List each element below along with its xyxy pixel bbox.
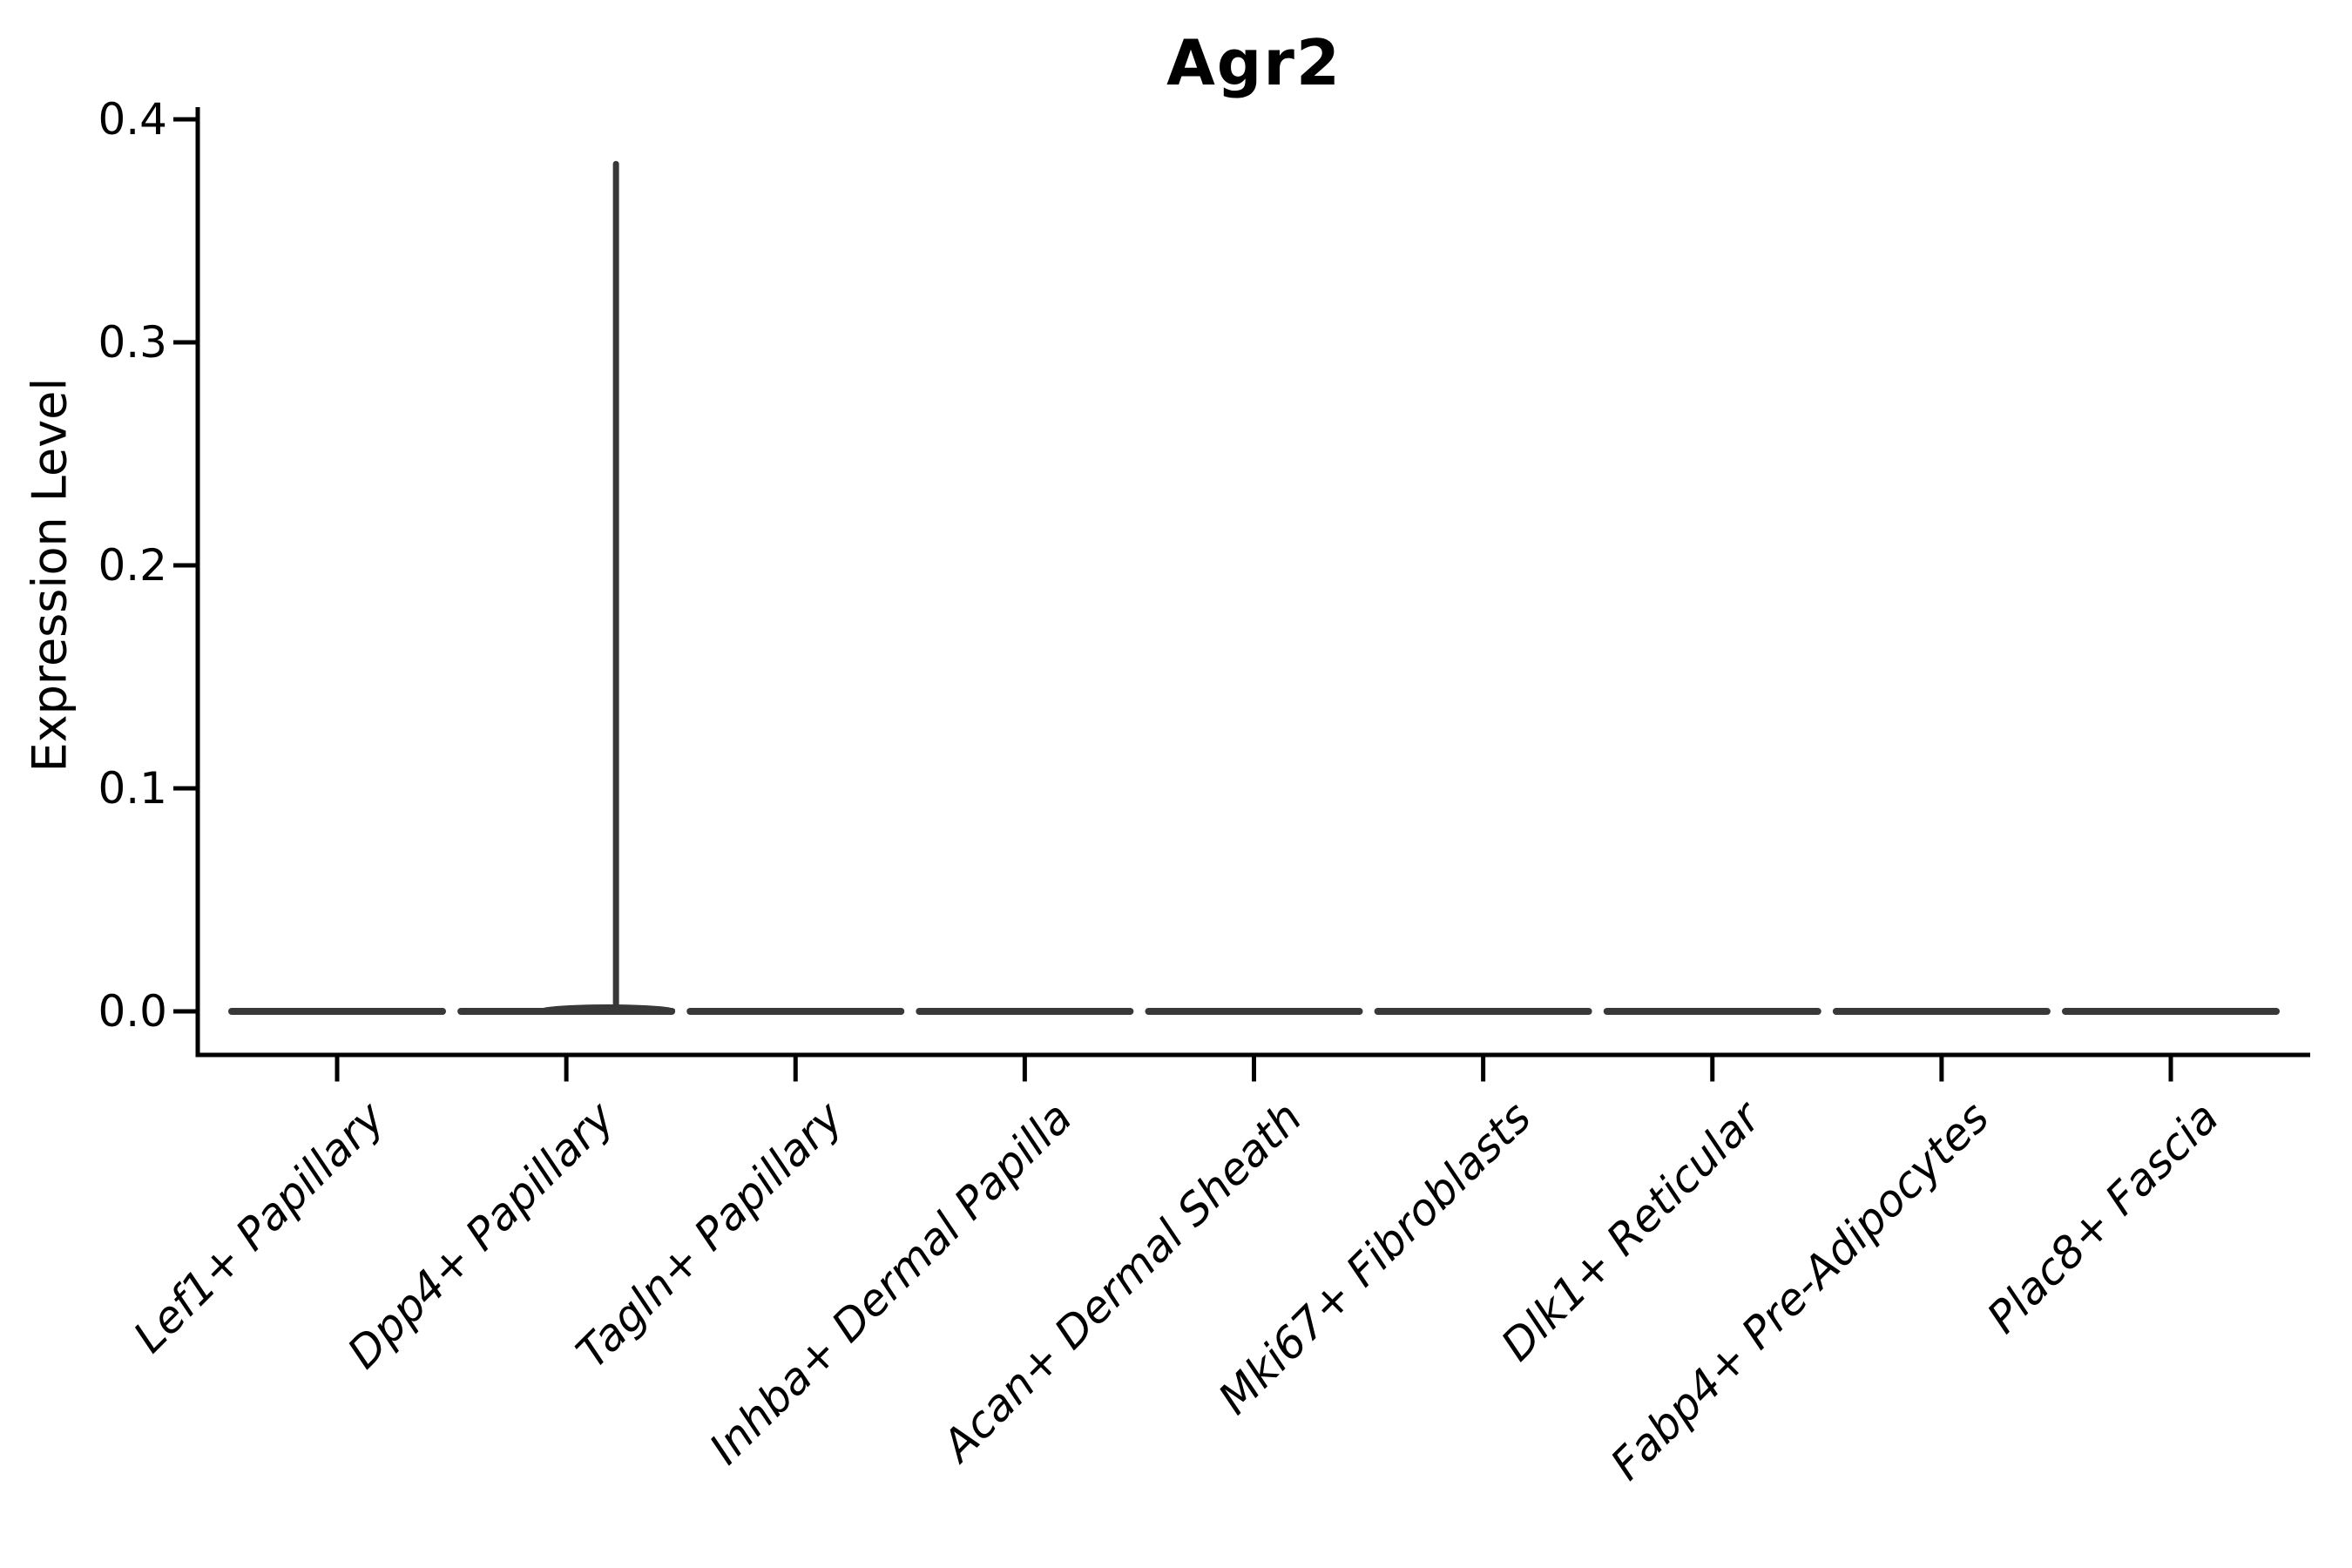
plot-title: Agr2 bbox=[1166, 26, 1342, 99]
y-tick-label: 0.4 bbox=[98, 94, 167, 145]
y-tick-label: 0.1 bbox=[98, 763, 167, 814]
y-tick-label: 0.0 bbox=[98, 986, 167, 1037]
y-tick-label: 0.3 bbox=[98, 317, 167, 368]
y-tick-label: 0.2 bbox=[98, 540, 167, 591]
